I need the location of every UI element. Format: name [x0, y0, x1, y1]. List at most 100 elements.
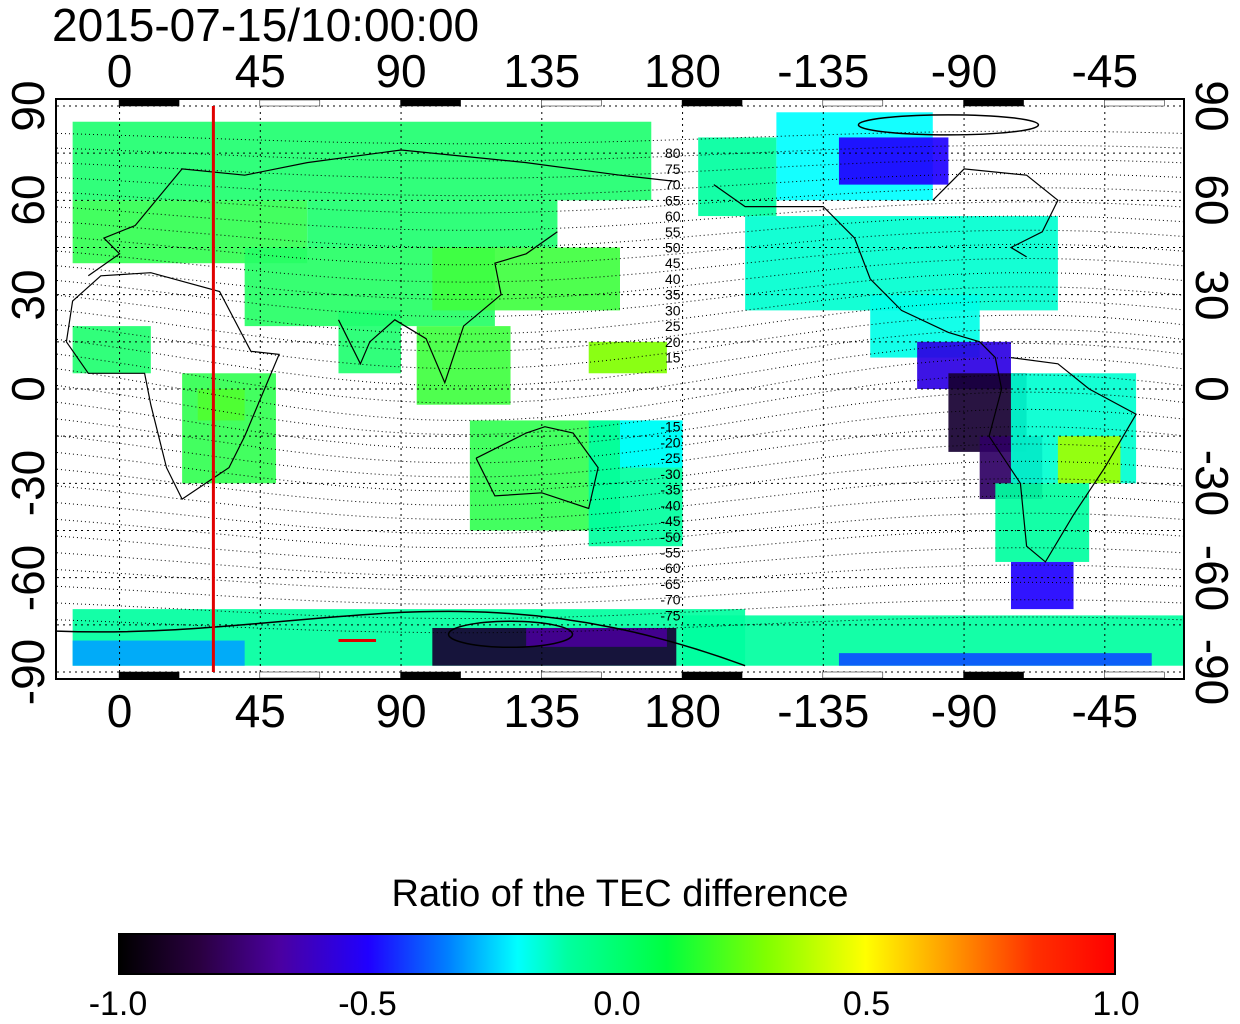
- frame-tick-bar: [118, 100, 180, 107]
- magnetic-pole-contour: [857, 114, 1040, 136]
- magnetic-latitude-contour: [57, 187, 1183, 214]
- contour-label: -25: [660, 450, 680, 466]
- left-tick-label: 30: [2, 269, 54, 321]
- left-tick-label: -90: [2, 638, 54, 706]
- left-tick-label: 60: [2, 174, 54, 226]
- page-title: 2015-07-15/10:00:00: [52, 0, 480, 51]
- frame-tick-bar: [541, 671, 602, 678]
- right-tick-label: 30: [1186, 269, 1238, 321]
- tec-data-patch: [432, 247, 620, 311]
- contour-label: -45: [660, 513, 680, 529]
- bottom-tick-label: 45: [234, 685, 286, 737]
- right-tick-label: 0: [1186, 376, 1238, 402]
- frame-tick-bar: [118, 671, 180, 678]
- right-tick-label: -60: [1186, 544, 1238, 611]
- bottom-tick-label: 135: [503, 685, 581, 737]
- frame-tick-bar: [681, 100, 743, 107]
- contour-label: 40: [665, 271, 681, 287]
- colorbar-title: Ratio of the TEC difference: [391, 873, 849, 915]
- contour-label: 65: [665, 192, 681, 208]
- frame-tick-bar: [822, 671, 884, 678]
- left-tick-label: 0: [2, 376, 54, 402]
- frame-tick-bar: [963, 100, 1024, 107]
- frame-tick-bar: [681, 671, 743, 678]
- frame-tick-bar: [259, 100, 321, 107]
- left-tick-label: 90: [2, 80, 54, 132]
- magnetic-latitude-contour: [57, 581, 1183, 605]
- tec-data-patch: [620, 420, 683, 468]
- magnetic-latitude-contour: [57, 257, 1183, 300]
- contour-label: -65: [660, 576, 680, 592]
- magnetic-latitude-contour: [57, 495, 1183, 535]
- top-tick-label: 180: [644, 45, 721, 97]
- top-tick-label: 90: [375, 45, 427, 97]
- tec-data-patch: [307, 200, 558, 248]
- magnetic-latitude-contour: [57, 314, 1183, 370]
- contour-label: 35: [665, 287, 681, 303]
- tec-data-patch: [72, 121, 652, 201]
- contour-label: -70: [660, 592, 680, 608]
- map-panel: 80 75 70 65 60 55 50 45 40 35 30 25 20 15 -15 -20 -25 -30…: [55, 98, 1185, 680]
- tec-data-patch: [1010, 561, 1074, 610]
- frame-tick-bar: [541, 100, 602, 107]
- top-tick-label: 135: [503, 45, 581, 97]
- coastline: [932, 168, 1059, 258]
- contour-label: 20: [665, 334, 681, 350]
- contour-label: 30: [665, 302, 681, 318]
- tec-data-patch: [1057, 436, 1121, 484]
- magnetic-pole-contour: [447, 620, 574, 649]
- contour-label: -20: [660, 434, 680, 450]
- contour-label: 60: [665, 208, 681, 224]
- coastline: [475, 426, 599, 510]
- magnetic-latitude-contour: [57, 328, 1183, 387]
- frame-tick-bar: [1104, 100, 1165, 107]
- tec-data-patch: [197, 389, 245, 421]
- magnetic-latitude-contour: [57, 564, 1183, 591]
- bottom-tick-label: 180: [644, 685, 721, 737]
- coastline: [713, 184, 1137, 563]
- right-tick-label: -30: [1186, 450, 1238, 517]
- contour-label: -35: [660, 482, 680, 498]
- right-tick-label: -90: [1186, 638, 1238, 706]
- tec-data-patch: [72, 326, 151, 374]
- tec-data-patch: [416, 326, 511, 405]
- bottom-tick-label: 90: [375, 685, 427, 737]
- contour-label: 50: [665, 240, 681, 256]
- top-tick-label: 45: [234, 45, 286, 97]
- contour-label: 45: [665, 255, 681, 271]
- coastline: [65, 272, 280, 500]
- right-tick-label: 60: [1186, 174, 1238, 226]
- magnetic-latitude-contour: [57, 547, 1183, 577]
- bottom-tick-label: -45: [1071, 685, 1139, 737]
- colorbar-tick-label: 0.5: [842, 985, 891, 1023]
- frame-tick-bar: [822, 100, 884, 107]
- bottom-tick-label: 0: [106, 685, 133, 737]
- magnetic-latitude-contour: [57, 610, 746, 667]
- magnetic-latitude-contour: [57, 391, 1183, 450]
- colorbar-tick-label: -1.0: [88, 985, 148, 1023]
- top-tick-label: 0: [106, 45, 133, 97]
- magnetic-latitude-contour: [57, 512, 1183, 549]
- colorbar: [118, 933, 1116, 975]
- frame-tick-bar: [1104, 671, 1165, 678]
- contour-label: -40: [660, 497, 680, 513]
- magnetic-latitude-contour: [57, 201, 1183, 231]
- tec-data-patch: [838, 137, 949, 185]
- contour-label: 25: [665, 318, 681, 334]
- magnetic-latitude-contour: [57, 529, 1183, 563]
- magnetic-latitude-contour: [57, 173, 1183, 197]
- bottom-tick-label: -90: [930, 685, 998, 737]
- right-tick-label: 90: [1186, 80, 1238, 132]
- tec-data-patch: [72, 640, 245, 666]
- frame-tick-bar: [400, 100, 461, 107]
- bottom-tick-label: -135: [777, 685, 870, 737]
- top-tick-label: -45: [1071, 45, 1139, 97]
- tec-data-patch: [588, 341, 667, 374]
- tec-data-patch: [995, 483, 1090, 562]
- frame-tick-bar: [963, 671, 1024, 678]
- magnetic-latitude-contour: [57, 243, 1183, 283]
- magnetic-latitude-contour: [57, 460, 1183, 506]
- magnetic-latitude-contour: [57, 272, 1183, 318]
- tec-data-patch: [698, 137, 777, 217]
